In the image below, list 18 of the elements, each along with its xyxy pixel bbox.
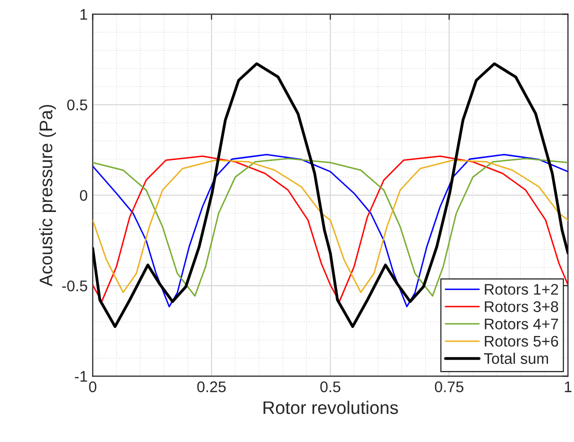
legend-label: Rotors 5+6: [484, 336, 558, 347]
y-tick-label: -0.5: [62, 280, 88, 292]
y-tick-label: 0: [80, 190, 88, 201]
legend-label: Rotors 3+8: [484, 301, 558, 312]
line-series: [92, 62, 568, 328]
x-tick-label: 0: [89, 381, 96, 392]
y-tick-label: 1: [80, 9, 88, 20]
legend-label: Total sum: [484, 352, 548, 364]
x-tick-label: 0.5: [320, 381, 340, 392]
x-tick-label: 1: [564, 382, 572, 392]
y-tick-label: 0.5: [67, 100, 88, 110]
legend-label: Rotors 1+2: [484, 284, 558, 295]
y-tick-label: -1: [74, 371, 88, 382]
x-tick-label: 0.75: [434, 381, 464, 392]
y-axis-title: Acoustic pressure (Pa): [39, 104, 56, 286]
x-tick-label: 0.25: [197, 381, 226, 392]
x-axis-title: Rotor revolutions: [264, 400, 398, 414]
legend-label: Rotors 4+7: [484, 318, 558, 330]
